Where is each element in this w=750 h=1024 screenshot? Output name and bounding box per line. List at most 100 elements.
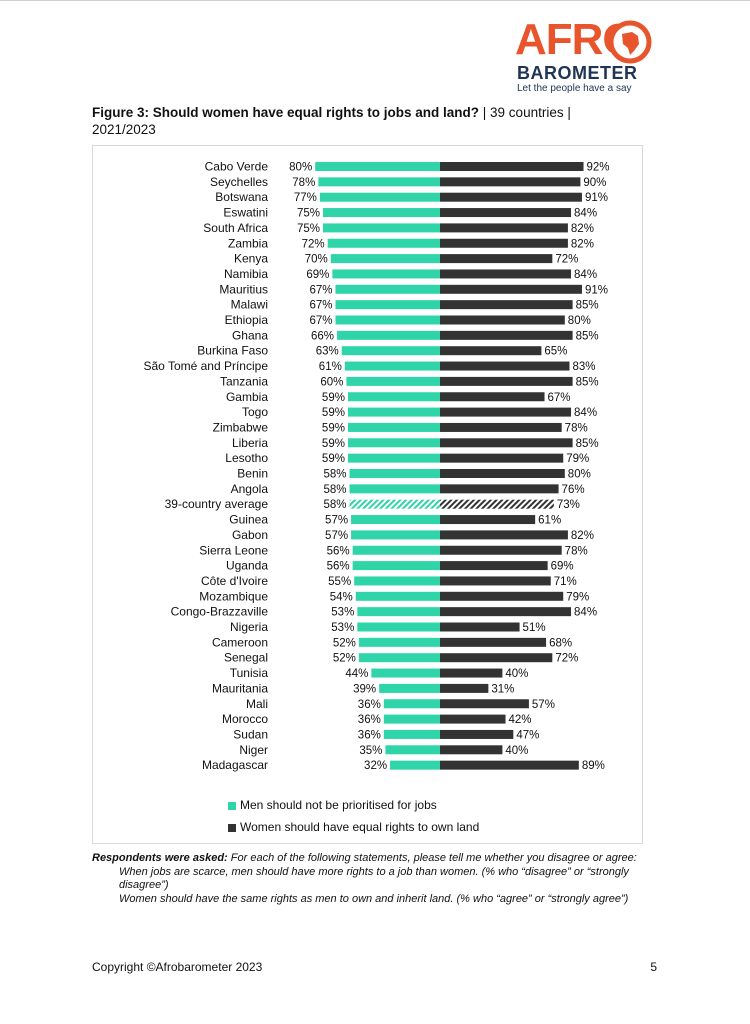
bar-women-togo [440,407,572,417]
notes-item-land: Women should have the same rights as men… [119,892,629,905]
bar-men-morocco [383,714,440,724]
category-label-seychelles: Seychelles [210,175,268,189]
legend-label-men: Men should not be prioritised for jobs [240,798,437,812]
value-women-guinea: 61% [538,515,561,527]
bar-women-angola [440,484,559,494]
value-men-tanzania: 60% [320,376,343,388]
value-men-lesotho: 59% [322,453,345,465]
value-men-gambia: 59% [322,392,345,404]
value-women-seychelles: 90% [583,177,606,189]
category-label-mali: Mali [246,697,268,711]
bar-men-sudan [383,729,440,739]
value-men-uganda: 56% [327,561,350,573]
category-label-botswana: Botswana [215,190,268,204]
value-women-tunisia: 40% [505,668,528,680]
value-women-mozambique: 79% [566,591,589,603]
value-women-namibia: 84% [574,269,597,281]
value-men-zimbabwe: 59% [322,422,345,434]
bar-men-liberia [347,438,440,448]
bar-men-ghana [337,330,440,340]
bar-women-tunisia [440,668,503,678]
value-men-togo: 59% [322,407,345,419]
value-men-guinea: 57% [325,515,348,527]
value-women-39-country-average: 73% [557,499,580,511]
value-men-nigeria: 53% [331,622,354,634]
value-women-ethiopia: 80% [568,315,591,327]
value-men-malawi: 67% [309,300,332,312]
bar-women-kenya [440,254,553,264]
bar-women-niger [440,745,503,755]
category-label-madagascar: Madagascar [202,758,268,772]
bar-women-eswatini [440,208,572,218]
afrobarometer-logo: AFRO BAROMETER Let the people have a say [515,18,670,98]
value-women-cameroon: 68% [549,637,572,649]
value-men-seychelles: 78% [292,177,315,189]
notes-lead: Respondents were asked: [92,852,228,864]
value-men-mali: 36% [358,699,381,711]
value-women-sudan: 47% [516,729,539,741]
bar-men-burkina-faso [341,346,440,356]
bar-men-cabo-verde [315,162,440,171]
value-women-zambia: 82% [571,238,594,250]
value-men-benin: 58% [323,469,346,481]
bar-men-uganda [352,561,440,571]
value-men-sierra-leone: 56% [327,545,350,557]
category-label-tanzania: Tanzania [220,374,268,388]
value-women-eswatini: 84% [574,208,597,220]
value-men-morocco: 36% [358,714,381,726]
value-women-ghana: 85% [576,330,599,342]
bar-men-eswatini [323,208,440,218]
category-label-lesotho: Lesotho [225,451,268,465]
category-label-guinea: Guinea [229,513,268,527]
value-men-39-country-average: 58% [323,499,346,511]
bar-men-congo-brazzaville [357,607,440,617]
page-footer: Copyright ©Afrobarometer 2023 5 [92,960,657,974]
page-number: 5 [650,960,657,974]
bar-men-benin [349,469,440,478]
bar-women-guinea [440,515,536,525]
bar-men-gambia [347,392,440,402]
value-women-mauritania: 31% [491,683,514,695]
bar-women-mauritania [440,683,489,693]
legend-item-men: Men should not be prioritised for jobs [228,798,437,812]
bar-men-mauritius [335,284,440,294]
value-women-mauritius: 91% [585,284,608,296]
category-label-gambia: Gambia [226,390,268,404]
bar-women-sa-o-tome-and-pri-ncipe [440,361,570,371]
bar-men-sa-o-tome-and-pri-ncipe [344,361,440,371]
chart-frame [92,145,643,844]
value-men-kenya: 70% [305,254,328,266]
category-label-zimbabwe: Zimbabwe [213,420,269,434]
category-label-zambia: Zambia [228,236,268,250]
value-men-gabon: 57% [325,530,348,542]
legend-item-women: Women should have equal rights to own la… [228,820,479,834]
bar-women-tanzania [440,376,573,386]
category-label-ethiopia: Ethiopia [225,313,269,327]
bar-men-senegal [358,653,440,663]
value-women-burkina-faso: 65% [544,346,567,358]
category-label-sudan: Sudan [233,727,268,741]
category-label-angola: Angola [231,482,269,496]
value-men-liberia: 59% [322,438,345,450]
category-label-mozambique: Mozambique [199,589,268,603]
value-men-mauritania: 39% [353,683,376,695]
bar-men-botswana [319,192,440,202]
bar-men-tanzania [346,376,440,386]
category-label-kenya: Kenya [234,252,268,266]
category-label-niger: Niger [239,743,268,757]
value-men-mozambique: 54% [330,591,353,603]
value-men-ethiopia: 67% [309,315,332,327]
bar-women-sierra-leone [440,545,562,555]
bar-women-burkina-faso [440,346,542,356]
category-label-cameroon: Cameroon [212,635,268,649]
notes-question: For each of the following statements, pl… [227,852,637,864]
category-label-congo-brazzaville: Congo-Brazzaville [171,605,269,619]
bar-women-mali [440,699,529,709]
bar-men-kenya [330,254,440,264]
value-men-angola: 58% [323,484,346,496]
category-label-malawi: Malawi [231,298,268,312]
value-men-ghana: 66% [311,330,334,342]
value-women-mali: 57% [532,699,555,711]
value-women-senegal: 72% [555,653,578,665]
value-women-liberia: 85% [576,438,599,450]
